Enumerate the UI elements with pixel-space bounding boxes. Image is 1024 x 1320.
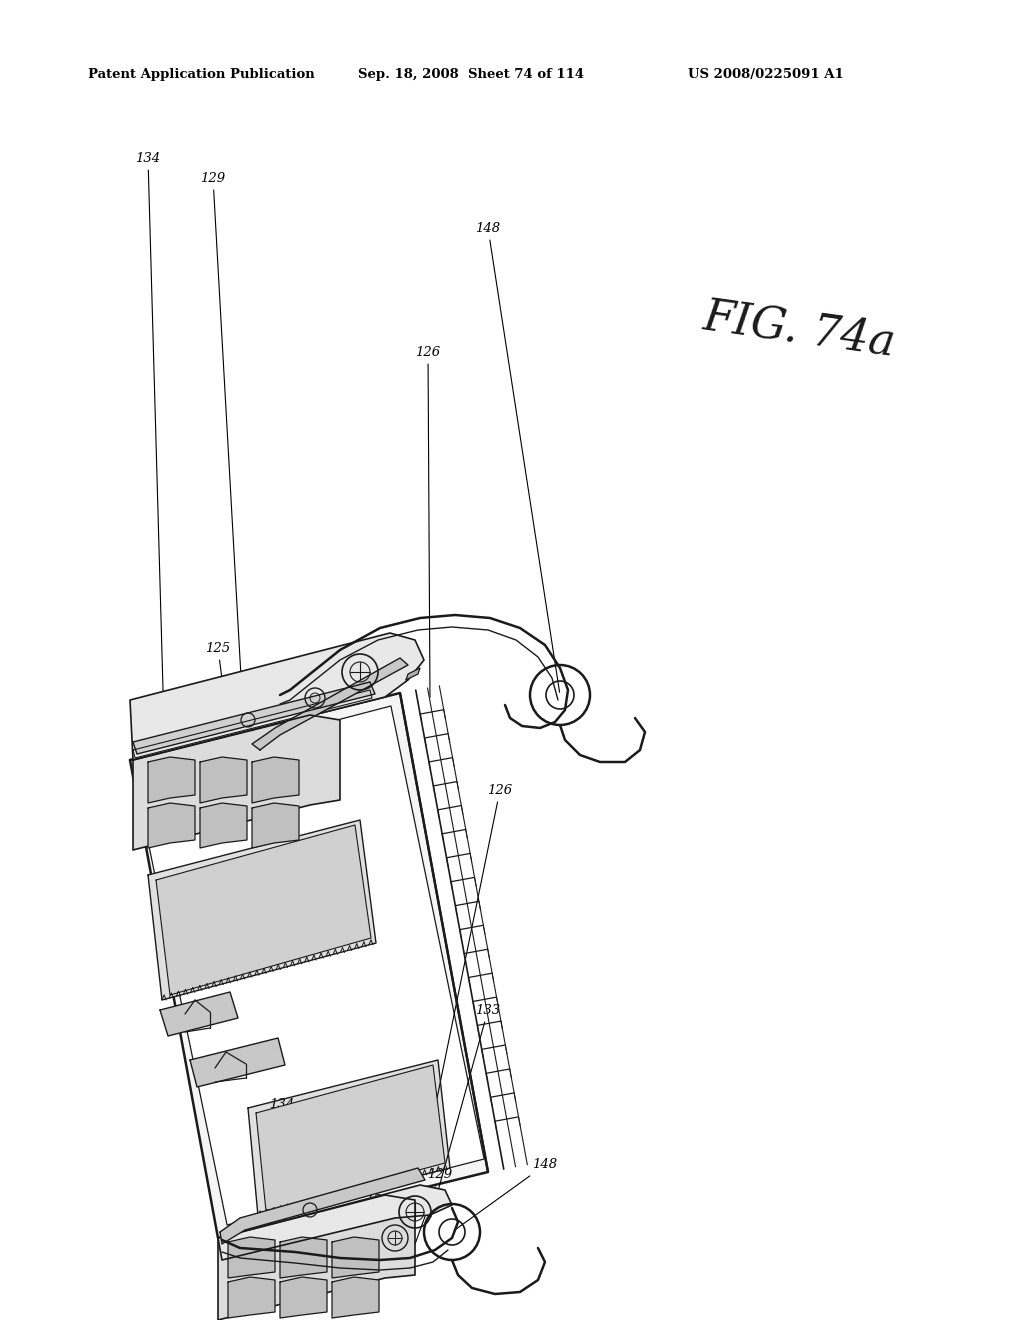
Polygon shape xyxy=(134,706,484,1225)
Text: 130: 130 xyxy=(265,1126,291,1245)
Polygon shape xyxy=(190,1038,285,1086)
Text: FIG. 74a: FIG. 74a xyxy=(700,294,898,364)
Polygon shape xyxy=(252,756,299,803)
Text: 125: 125 xyxy=(206,642,234,777)
Text: US 2008/0225091 A1: US 2008/0225091 A1 xyxy=(688,69,844,81)
Polygon shape xyxy=(148,756,195,803)
Polygon shape xyxy=(148,820,376,1001)
Polygon shape xyxy=(130,693,488,1238)
Polygon shape xyxy=(228,1276,275,1317)
Polygon shape xyxy=(252,803,299,847)
Polygon shape xyxy=(130,634,424,760)
Polygon shape xyxy=(220,1168,425,1243)
Text: 148: 148 xyxy=(475,222,559,692)
Text: Patent Application Publication: Patent Application Publication xyxy=(88,69,314,81)
Text: 135: 135 xyxy=(341,1193,390,1263)
Text: 129: 129 xyxy=(411,1168,453,1255)
Text: 148: 148 xyxy=(455,1159,557,1230)
Polygon shape xyxy=(280,1276,327,1317)
Polygon shape xyxy=(148,803,195,847)
Text: Sep. 18, 2008  Sheet 74 of 114: Sep. 18, 2008 Sheet 74 of 114 xyxy=(358,69,584,81)
Polygon shape xyxy=(133,715,340,850)
Polygon shape xyxy=(200,756,247,803)
Polygon shape xyxy=(160,993,238,1036)
Polygon shape xyxy=(133,682,375,754)
Polygon shape xyxy=(218,1195,415,1320)
Polygon shape xyxy=(133,690,372,758)
Polygon shape xyxy=(252,657,408,750)
Text: 134: 134 xyxy=(135,152,165,758)
Polygon shape xyxy=(280,1237,327,1278)
Polygon shape xyxy=(228,1237,275,1278)
Text: 126: 126 xyxy=(416,346,440,697)
Text: 129: 129 xyxy=(201,172,245,746)
Polygon shape xyxy=(156,825,371,995)
Polygon shape xyxy=(248,1060,450,1216)
Text: 133: 133 xyxy=(431,1003,501,1217)
Text: 134: 134 xyxy=(269,1098,295,1236)
Polygon shape xyxy=(218,1185,452,1261)
Text: 126: 126 xyxy=(435,784,513,1105)
Polygon shape xyxy=(256,1065,445,1210)
Polygon shape xyxy=(406,668,420,680)
Polygon shape xyxy=(200,803,247,847)
Polygon shape xyxy=(332,1276,379,1317)
Polygon shape xyxy=(332,1237,379,1278)
